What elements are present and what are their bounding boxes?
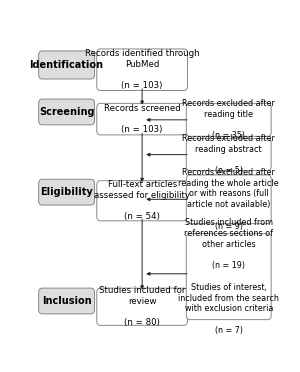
FancyBboxPatch shape [97,288,188,326]
Text: Records excluded after
reading title

(n = 35): Records excluded after reading title (n … [182,99,275,141]
Text: Records screened

(n = 103): Records screened (n = 103) [104,104,181,134]
FancyBboxPatch shape [39,51,94,79]
FancyBboxPatch shape [186,234,271,320]
Text: Full-text articles
assessed for eligibility

(n = 54): Full-text articles assessed for eligibil… [94,180,190,221]
Text: Screening: Screening [39,107,94,117]
Text: Records excluded after
reading the whole article
or with reasons (full
article n: Records excluded after reading the whole… [178,168,279,231]
FancyBboxPatch shape [186,175,271,224]
Text: Records excluded after
reading abstract

(n = 5): Records excluded after reading abstract … [182,134,275,175]
Text: Identification: Identification [30,60,104,70]
FancyBboxPatch shape [97,49,188,90]
FancyBboxPatch shape [97,181,188,221]
Text: Eligibility: Eligibility [40,187,93,197]
FancyBboxPatch shape [186,103,271,136]
FancyBboxPatch shape [39,288,94,314]
Text: Studies included for
review

(n = 80): Studies included for review (n = 80) [99,286,185,327]
FancyBboxPatch shape [39,99,94,125]
FancyBboxPatch shape [39,179,94,205]
Text: Inclusion: Inclusion [42,296,92,306]
FancyBboxPatch shape [186,139,271,171]
Text: Studies included from
references sections of
other articles

(n = 19)

Studies o: Studies included from references section… [178,218,279,335]
FancyBboxPatch shape [97,103,188,135]
Text: Records identified through
PubMed

(n = 103): Records identified through PubMed (n = 1… [85,49,200,90]
